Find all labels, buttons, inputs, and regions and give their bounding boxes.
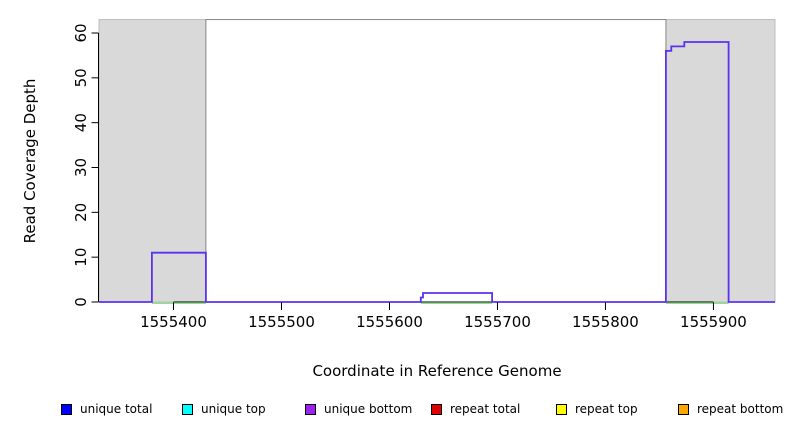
y-tick-label: 30	[72, 158, 90, 177]
repeat-region-shade	[665, 19, 776, 303]
coverage-line	[99, 41, 775, 303]
legend-item-repeat-bottom: repeat bottom	[678, 398, 783, 420]
legend-item-unique-top: unique top	[182, 398, 266, 420]
legend-swatch-unique-total	[61, 403, 72, 415]
x-tick-label: 1555500	[248, 313, 315, 331]
legend-label: repeat top	[575, 402, 638, 416]
y-tick-label: 40	[72, 113, 90, 132]
y-tick-label: 50	[72, 68, 90, 87]
y-tick-label: 20	[72, 203, 90, 222]
legend-swatch-repeat-bottom	[678, 403, 689, 415]
legend-label: repeat total	[450, 402, 521, 416]
x-tick-label: 1555600	[356, 313, 423, 331]
y-tick-label: 0	[72, 297, 90, 307]
legend-item-unique-total: unique total	[61, 398, 152, 420]
x-axis-title: Coordinate in Reference Genome	[312, 362, 562, 380]
legend: unique total unique top unique bottom repea…	[0, 398, 792, 422]
unique-region	[205, 19, 667, 303]
x-tick-label: 1555700	[464, 313, 531, 331]
x-tick-label: 1555900	[680, 313, 747, 331]
x-tick-label: 1555800	[572, 313, 639, 331]
y-tick-label: 10	[72, 248, 90, 267]
legend-label: repeat bottom	[697, 402, 784, 416]
legend-swatch-unique-bottom	[305, 403, 316, 415]
y-axis-title: Read Coverage Depth	[21, 78, 39, 244]
y-tick-label: 60	[72, 23, 90, 42]
legend-label: unique top	[201, 402, 266, 416]
legend-item-unique-bottom: unique bottom	[305, 398, 412, 420]
legend-item-repeat-total: repeat total	[431, 398, 520, 420]
legend-item-repeat-top: repeat top	[556, 398, 638, 420]
x-tick-label: 1555400	[140, 313, 207, 331]
legend-label: unique total	[80, 402, 153, 416]
legend-swatch-repeat-total	[431, 403, 442, 415]
legend-swatch-unique-top	[182, 403, 193, 415]
legend-swatch-repeat-top	[556, 403, 567, 415]
legend-label: unique bottom	[324, 402, 413, 416]
